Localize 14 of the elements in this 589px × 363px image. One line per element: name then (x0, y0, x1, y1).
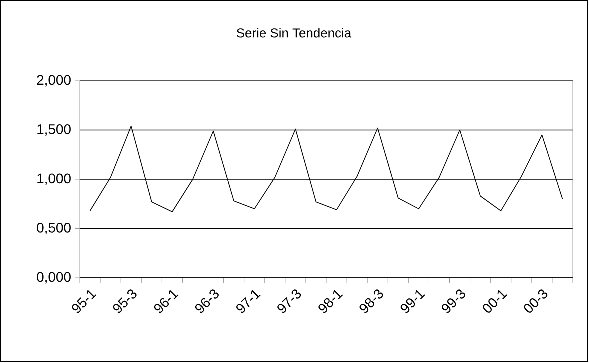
y-tick-label: 2,000 (37, 75, 71, 87)
y-tick-label: 1,500 (38, 124, 71, 136)
x-tick-label: 00-1 (483, 290, 508, 313)
x-tick-label: 95-1 (72, 290, 97, 314)
y-tick-label: 1,000 (38, 174, 71, 186)
y-tick-label: 0,000 (37, 272, 71, 284)
x-tick-label: 98-1 (318, 290, 344, 314)
chart-title: Serie Sin Tendencia (237, 28, 352, 38)
x-tick-label: 00-3 (524, 290, 548, 313)
x-tick-label: 96-1 (154, 290, 179, 314)
x-tick-label: 99-1 (400, 290, 426, 314)
x-tick-label: 97-1 (236, 290, 262, 314)
line-series (90, 126, 564, 212)
y-tick-label: 0,500 (37, 222, 71, 235)
